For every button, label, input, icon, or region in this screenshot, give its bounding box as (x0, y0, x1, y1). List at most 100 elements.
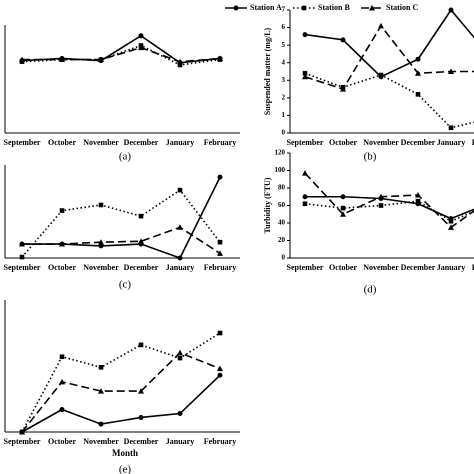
marker (415, 92, 421, 97)
x-tick-label: February (204, 138, 236, 147)
x-tick-label: October (48, 138, 76, 147)
marker (340, 205, 346, 211)
marker (415, 192, 421, 198)
x-tick-label: October (329, 263, 357, 272)
marker (59, 208, 65, 213)
marker (301, 5, 307, 11)
marker (59, 241, 65, 247)
marker (19, 254, 25, 260)
x-tick-label: September (287, 138, 324, 147)
marker (448, 125, 454, 131)
marker (340, 211, 346, 217)
x-tick-label: February (472, 263, 474, 272)
marker (138, 414, 144, 420)
y-tick-label: 0 (282, 129, 286, 137)
marker (59, 354, 65, 360)
marker (302, 201, 308, 207)
y-tick-label: 6 (282, 23, 286, 31)
marker (415, 70, 421, 76)
marker (177, 187, 183, 193)
x-tick-label: September (4, 437, 41, 446)
series-line (21, 351, 221, 433)
caption: (a) (119, 151, 132, 163)
marker (177, 62, 183, 68)
legend-label: Station A (250, 3, 282, 12)
x-tick-label: November (363, 263, 399, 272)
marker (302, 73, 308, 80)
marker (19, 56, 25, 63)
x-tick-label: February (204, 263, 236, 272)
caption: (c) (119, 279, 132, 291)
x-tick-label: November (363, 138, 399, 147)
marker (448, 68, 454, 74)
x-tick-label: October (329, 138, 357, 147)
marker (378, 72, 384, 78)
marker (378, 22, 384, 29)
caption: (e) (119, 464, 132, 474)
y-tick-label: 0 (282, 254, 286, 262)
y-tick-label: 7 (282, 6, 286, 14)
y-tick-label: 20 (278, 236, 286, 244)
marker (302, 194, 308, 200)
marker (138, 33, 144, 39)
x-tick-label: September (4, 263, 41, 272)
y-tick-label: 100 (275, 166, 286, 174)
marker (302, 32, 308, 38)
marker (138, 44, 144, 51)
marker (59, 378, 65, 385)
x-tick-label: October (48, 263, 76, 272)
legend-label: Station C (386, 3, 418, 12)
series-line (21, 44, 221, 66)
marker (138, 388, 144, 394)
marker (98, 421, 104, 427)
marker (217, 55, 223, 61)
marker (340, 37, 346, 43)
marker (177, 355, 183, 361)
marker (138, 238, 144, 244)
marker (415, 56, 421, 62)
y-axis-label: Suspended matter (mg/L) (263, 27, 272, 115)
marker (340, 86, 346, 92)
x-tick-label: January (437, 263, 465, 272)
marker (369, 5, 375, 11)
x-tick-label: January (166, 138, 194, 147)
marker (217, 365, 223, 372)
y-tick-label: 4 (282, 58, 286, 66)
series-line (21, 34, 221, 64)
marker (415, 198, 421, 204)
marker (448, 218, 454, 224)
x-tick-label: September (287, 263, 324, 272)
marker (19, 429, 25, 435)
caption: (d) (364, 284, 377, 296)
marker (340, 194, 346, 200)
marker (138, 342, 144, 348)
x-tick-label: November (83, 437, 119, 446)
marker (378, 203, 384, 208)
x-tick-label: December (124, 437, 159, 446)
marker (59, 407, 65, 413)
x-tick-label: December (124, 138, 159, 147)
series-line (304, 24, 474, 91)
marker (177, 58, 183, 65)
y-tick-label: 1 (282, 111, 286, 119)
series-line (22, 176, 221, 259)
y-axis-label: Turbidity (FTU) (263, 177, 272, 233)
marker (98, 388, 104, 394)
y-tick-label: 120 (275, 149, 286, 157)
marker (177, 224, 183, 230)
x-tick-label: December (401, 138, 436, 147)
marker (98, 202, 104, 208)
x-tick-label: January (166, 263, 194, 272)
marker (98, 56, 104, 63)
y-tick-label: 2 (282, 93, 286, 101)
x-axis-label: Month (112, 448, 138, 458)
series-line (21, 374, 221, 433)
series-line (21, 332, 221, 433)
series-line (22, 226, 221, 255)
marker (448, 224, 454, 230)
x-tick-label: September (4, 138, 41, 147)
marker (302, 170, 308, 176)
series-line (304, 8, 474, 78)
y-tick-label: 5 (282, 41, 286, 49)
